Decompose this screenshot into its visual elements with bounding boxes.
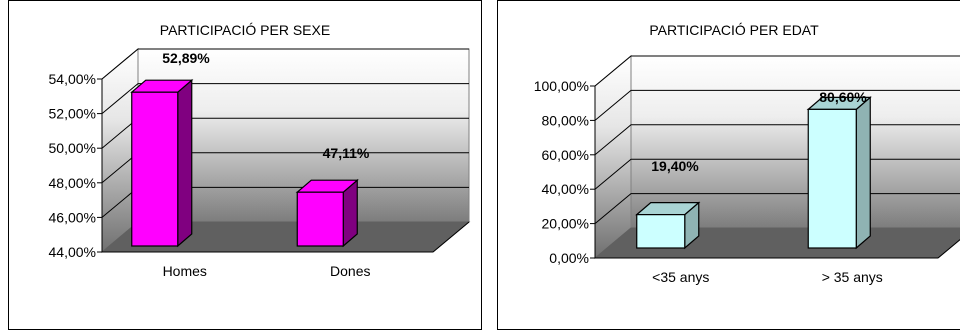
x-tick-label: Homes — [163, 263, 207, 279]
y-tick-label: 50,00% — [49, 140, 96, 156]
chart-sexe: PARTICIPACIÓ PER SEXE 44,00% 46,00% 48,00% 5… — [8, 0, 482, 330]
bar — [297, 192, 343, 246]
y-tick-label: 20,00% — [542, 216, 589, 232]
chart-title: PARTICIPACIÓ PER SEXE — [160, 22, 330, 38]
bar-side — [178, 80, 192, 246]
data-label: 52,89% — [162, 50, 210, 66]
x-tick-label: <35 anys — [652, 269, 709, 285]
chart-title: PARTICIPACIÓ PER EDAT — [649, 22, 819, 38]
data-label: 47,11% — [323, 145, 370, 161]
x-tick-label: > 35 anys — [822, 269, 883, 285]
chart-edat: PARTICIPACIÓ PER EDAT 0,00% 20,00% 40,00% 60… — [497, 0, 960, 330]
y-tick-label: 60,00% — [542, 147, 589, 163]
bar-side — [856, 97, 870, 248]
chart-sexe-plot: PARTICIPACIÓ PER SEXE 44,00% 46,00% 48,00% 5… — [9, 1, 483, 331]
y-tick-label: 54,00% — [49, 71, 96, 87]
x-tick-label: Dones — [330, 263, 370, 279]
y-tick-label: 48,00% — [49, 175, 96, 191]
bar — [637, 215, 685, 248]
y-tick-label: 40,00% — [542, 181, 589, 197]
y-tick-label: 52,00% — [49, 106, 96, 122]
y-tick-label: 44,00% — [49, 244, 96, 260]
side-wall — [595, 56, 631, 258]
chart-edat-plot: PARTICIPACIÓ PER EDAT 0,00% 20,00% 40,00% 60… — [498, 1, 960, 331]
bar — [132, 92, 178, 246]
y-tick-label: 80,00% — [542, 112, 589, 128]
data-label: 80,60% — [819, 89, 867, 105]
y-tick-label: 0,00% — [549, 250, 589, 266]
y-tick-label: 46,00% — [49, 209, 96, 225]
y-tick-label: 100,00% — [534, 78, 589, 94]
bar — [808, 109, 856, 248]
data-label: 19,40% — [651, 158, 699, 174]
